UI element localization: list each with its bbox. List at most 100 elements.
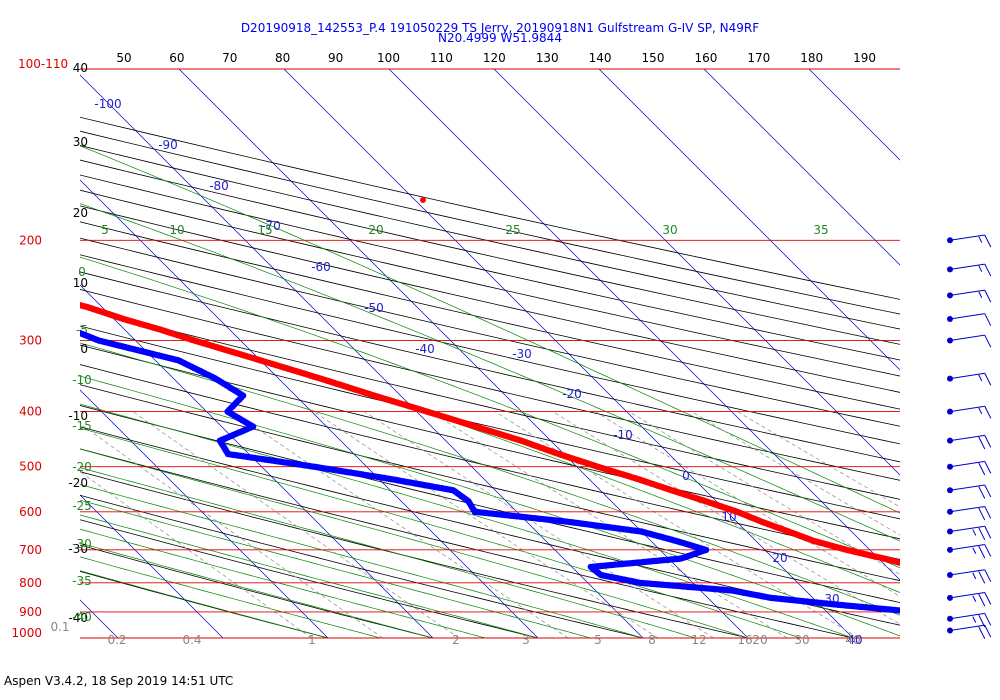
dewpoint-point [24,314,30,320]
mixing-ratio-label: 5 [594,633,602,647]
temperature-point [899,561,900,566]
top-axis-tick-label: 60 [169,51,184,65]
wind-barb-half-flag [978,265,983,272]
wind-barb-shaft [949,263,985,270]
dewpoint-point [913,609,919,615]
temperature-point [23,287,29,293]
theta-e-label: -10 [72,373,92,387]
temperature-point [30,289,36,295]
top-axis-tick-label: 170 [747,51,770,65]
dewpoint-point [52,321,58,327]
moist-adiabat-line [80,203,900,542]
data-layer [0,197,1000,637]
chart-subtitle: N20.4999 W51.9844 [438,31,562,45]
dewpoint-point [931,614,937,620]
temperature-point [909,563,915,569]
wind-barb-half-flag [978,291,983,298]
theta-e-label: -20 [72,460,92,474]
mixing-ratio-label: 0.4 [182,633,201,647]
temperature-point [922,567,928,573]
isotherm-label: -90 [158,138,178,152]
temperature-point [51,295,57,301]
wind-barb [947,434,992,450]
wind-barb-shaft [949,372,985,380]
version-footer: Aspen V3.4.2, 18 Sep 2019 14:51 UTC [4,674,234,688]
dry-adiabat-line [80,325,900,520]
dewpoint-point [0,309,6,315]
dewpoint-point [17,312,23,318]
dry-adiabat-line [80,271,900,463]
temperature-point [970,585,976,591]
dewpoint-point [66,326,72,332]
temperature-point [14,284,20,290]
dewpoint-point [50,320,56,326]
temperature-point [37,292,43,298]
temperature-point [56,297,62,303]
temperature-point [936,573,942,579]
dewpoint-point [951,621,957,627]
theta-e-label: 0 [78,265,86,279]
isotherm-label: 0 [682,469,690,483]
dewpoint-point [41,317,47,323]
dewpoint-point [974,631,980,637]
dewpoint-point [970,629,976,635]
dewpoint-point [59,323,65,329]
wind-barb-flag [978,436,986,450]
height-label: 10 [73,276,88,290]
isotherm-label: -10 [613,428,633,442]
height-label: -10 [68,409,88,423]
temperature-point [28,289,34,295]
height-label: 40 [73,61,88,75]
isotherm-label: -100 [94,97,121,111]
dewpoint-point [933,615,939,621]
dewpoint-point [903,608,909,614]
dewpoint-point [929,614,935,620]
dewpoint-point [901,608,907,614]
isotherm-label: -50 [364,301,384,315]
dewpoint-point [48,320,54,326]
wind-barb-half-flag [972,529,977,536]
theta-e-label: -25 [72,499,92,513]
dry-adiabat-line [80,494,644,638]
wind-barb-half-flag [978,374,983,382]
wind-barb-shaft [949,334,985,341]
temperature-point [21,286,27,292]
dry-adiabat-line [80,205,900,393]
top-axis-tick-label: 140 [589,51,612,65]
wind-barb-flag [984,289,992,303]
temperature-point [941,574,947,580]
isotherm-label: 20 [772,551,787,565]
temperature-point [932,571,938,577]
top-axis-tick-label: 160 [694,51,717,65]
wind-barb-flag [978,545,986,559]
height-label: 20 [73,206,88,220]
dewpoint-point [29,314,35,320]
temperature-point [0,279,5,285]
dry-adiabat-line [80,159,900,345]
dewpoint-point [938,616,944,622]
top-axis-tick-label: 100 [377,51,400,65]
pressure-tick-label: 100-110 [18,57,68,71]
wind-barb [947,484,992,499]
temperature-point [32,290,38,296]
dewpoint-point [27,314,33,320]
wind-barb-flag [984,592,992,605]
wind-barb [947,460,992,476]
isotherm-label: 10 [721,510,736,524]
wind-barb-layer [947,234,992,639]
dewpoint-point [12,311,18,317]
dewpoint-point [14,312,20,318]
wind-barb-half-flag [972,616,977,623]
temperature-point [80,302,81,307]
temperature-point [41,293,47,299]
wind-barb [947,505,992,521]
temperature-point [995,626,1000,632]
moist-adiabat-line [80,514,539,638]
wind-barb-shaft [949,460,985,468]
dry-adiabat-line [80,384,900,582]
wind-barb-flag [984,334,992,348]
wind-barb-flag [984,613,992,626]
isotherm-label: -60 [311,260,331,274]
temperature-point [34,291,40,297]
dewpoint-point [936,616,942,622]
